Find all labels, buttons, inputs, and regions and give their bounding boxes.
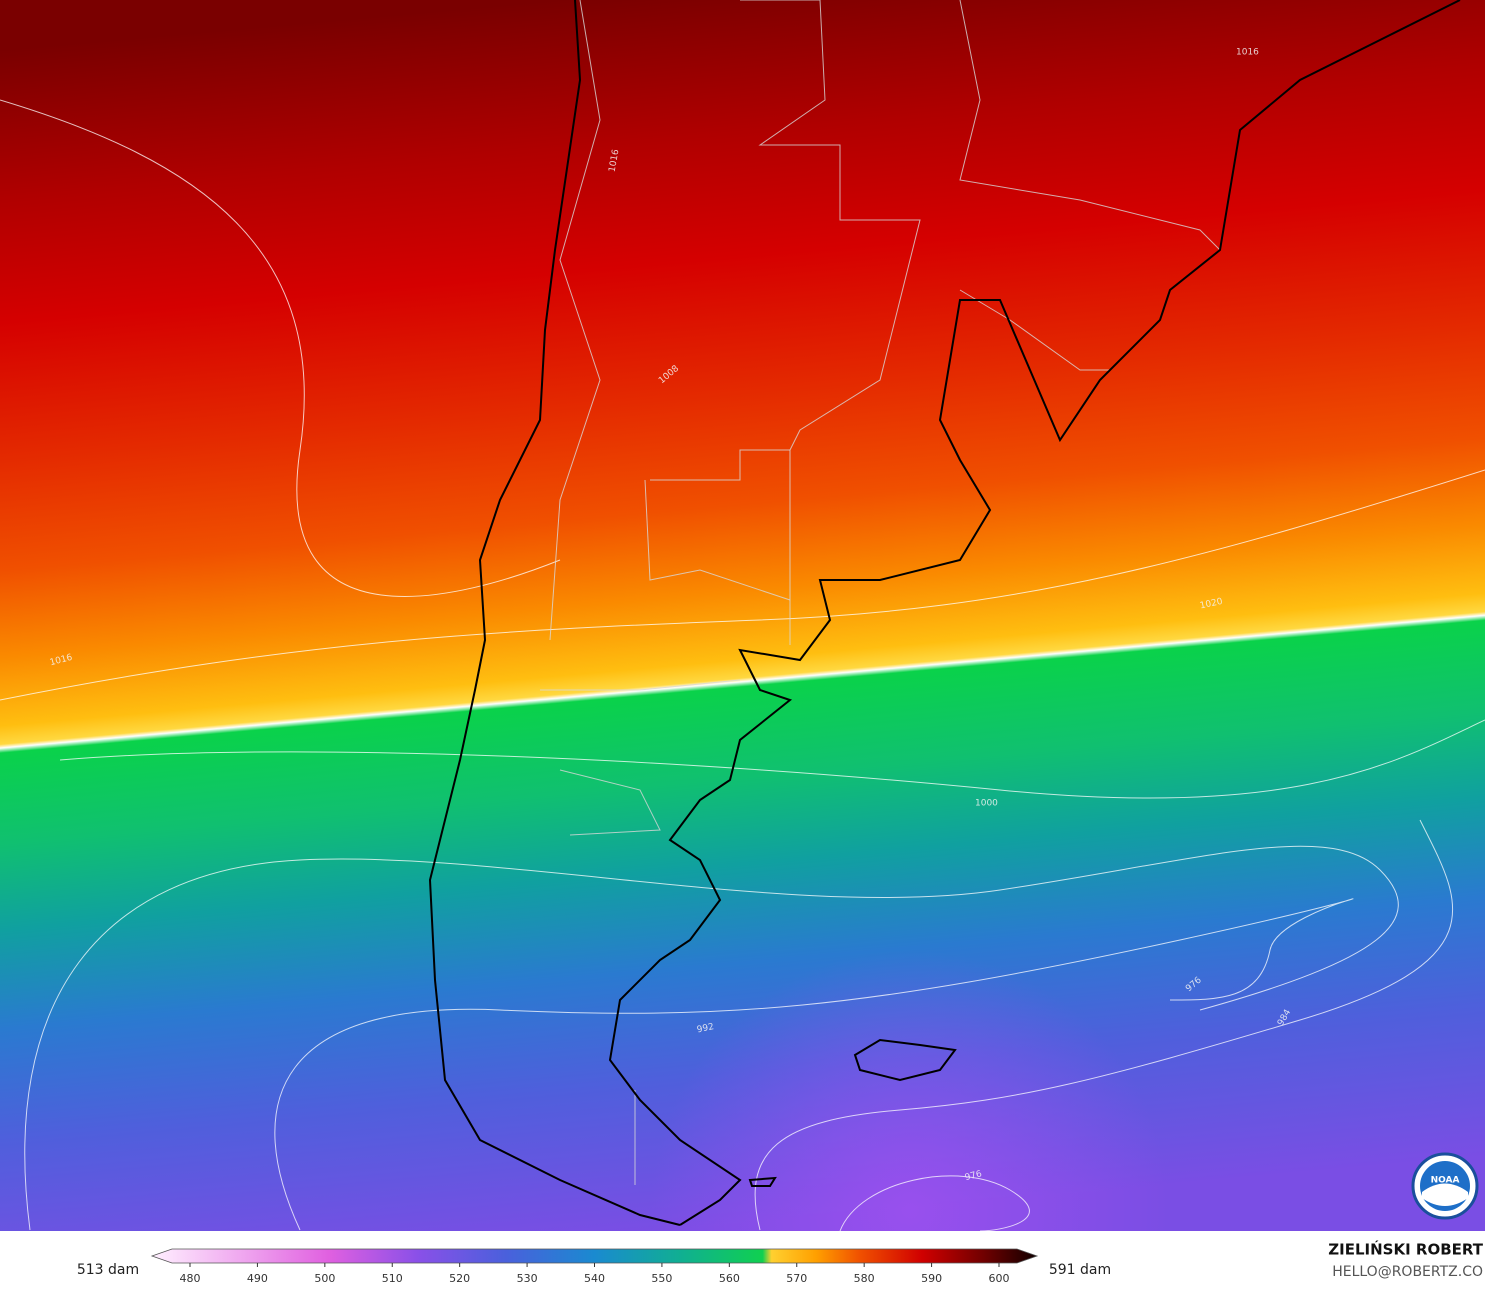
- low-center: [0, 0, 1485, 1231]
- colorbar-tick-label: 550: [651, 1272, 672, 1285]
- isobar-label: 1020: [1199, 597, 1224, 612]
- isobar-label: 1000: [975, 799, 998, 809]
- colorbar-max-label: 591 dam: [1049, 1262, 1111, 1278]
- colorbar-tick-label: 570: [786, 1272, 807, 1285]
- email: HELLO@ROBERTZ.CO: [1332, 1264, 1483, 1280]
- colorbar-min-label: 513 dam: [77, 1262, 139, 1278]
- isobar-label: 1016: [608, 148, 622, 173]
- isobar-label: 992: [696, 1022, 715, 1035]
- colorbar-tick-label: 480: [180, 1272, 201, 1285]
- colorbar-tick-label: 510: [382, 1272, 403, 1285]
- colorbar-tick-label: 490: [247, 1272, 268, 1285]
- isobar-label: 976: [964, 1169, 983, 1183]
- logo-text: NOAA: [1431, 1176, 1460, 1186]
- colorbar: 480 490 500 510 520 530 540 550 560 570 580 590 600: [150, 1248, 1039, 1285]
- isobars: [0, 99, 1485, 1232]
- author: ZIELIŃSKI ROBERT: [1328, 1240, 1483, 1259]
- colorbar-tick-label: 560: [719, 1272, 740, 1285]
- colorbar-tick-label: 520: [449, 1272, 470, 1285]
- colorbar-tick-label: 580: [854, 1272, 875, 1285]
- colorbar-tick-label: 540: [584, 1272, 605, 1285]
- coastline: [428, 0, 1461, 1226]
- noaa-logo: NOAA: [1411, 1152, 1479, 1220]
- borders: [540, 0, 1221, 1185]
- colorbar-tick-label: 530: [517, 1272, 538, 1285]
- isobar-label: 1016: [1236, 48, 1259, 58]
- colorbar-tick-label: 600: [989, 1272, 1010, 1285]
- colorbar-tick-label: 590: [921, 1272, 942, 1285]
- colorbar-tick-label: 500: [314, 1272, 335, 1285]
